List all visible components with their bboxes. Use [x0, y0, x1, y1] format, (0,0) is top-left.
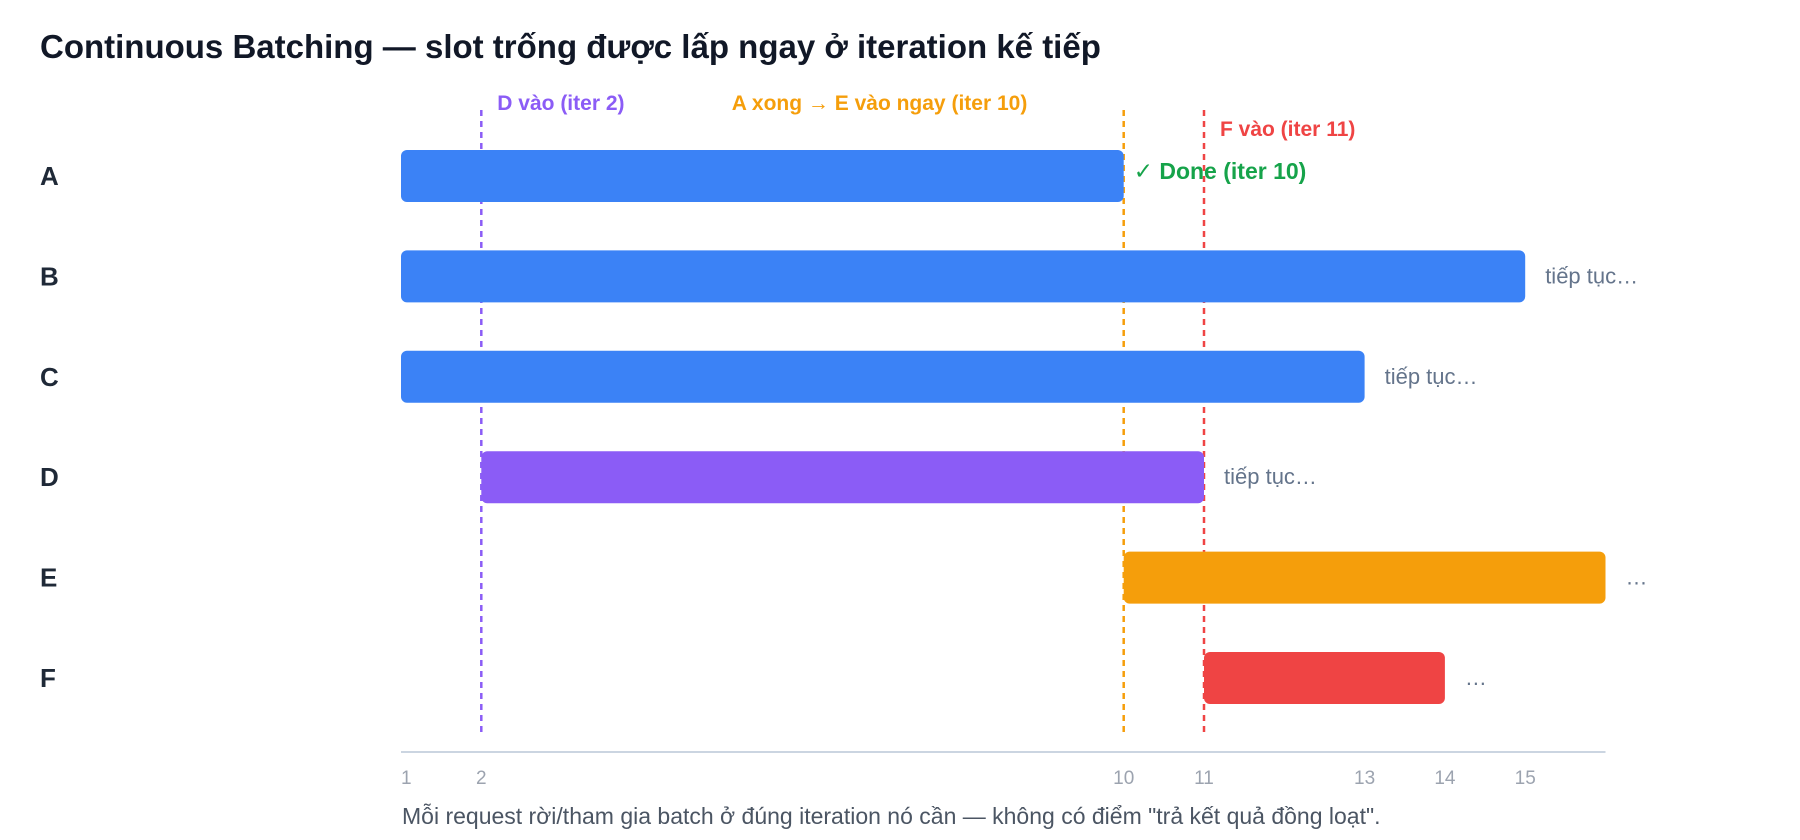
bar [401, 250, 1526, 303]
bar [1204, 652, 1445, 704]
x-tick-label: 15 [1515, 768, 1536, 789]
chart-title: Continuous Batching — slot trống được lấ… [40, 28, 1101, 65]
x-tick-label: 11 [1194, 768, 1214, 789]
row-label: A [40, 161, 59, 191]
x-tick-label: 10 [1113, 768, 1134, 789]
chart-caption: Mỗi request rời/tham gia batch ở đúng it… [402, 803, 1381, 829]
x-tick-label: 2 [476, 768, 487, 789]
bar [481, 451, 1204, 504]
row-label: F [40, 663, 56, 693]
bar-end-label: … [1626, 565, 1648, 590]
x-tick-label: 13 [1354, 768, 1375, 789]
bar-end-label: tiếp tục… [1385, 364, 1478, 389]
row-label: E [40, 563, 57, 593]
bar [401, 150, 1124, 202]
bar-end-label: tiếp tục… [1545, 263, 1638, 288]
row-label: B [40, 261, 59, 291]
x-tick-label: 1 [401, 768, 412, 789]
row-label: C [40, 362, 59, 392]
x-tick-label: 14 [1434, 768, 1456, 789]
bar [401, 350, 1365, 403]
row-label: D [40, 462, 59, 492]
event-label: F vào (iter 11) [1220, 118, 1355, 141]
bar-end-label: tiếp tục… [1224, 464, 1317, 489]
bar [1123, 551, 1606, 604]
bar-end-label: ✓ Done (iter 10) [1134, 158, 1307, 184]
event-label: A xong → E vào ngay (iter 10) [732, 92, 1028, 115]
event-label: D vào (iter 2) [497, 92, 624, 115]
bar-end-label: … [1465, 665, 1487, 690]
